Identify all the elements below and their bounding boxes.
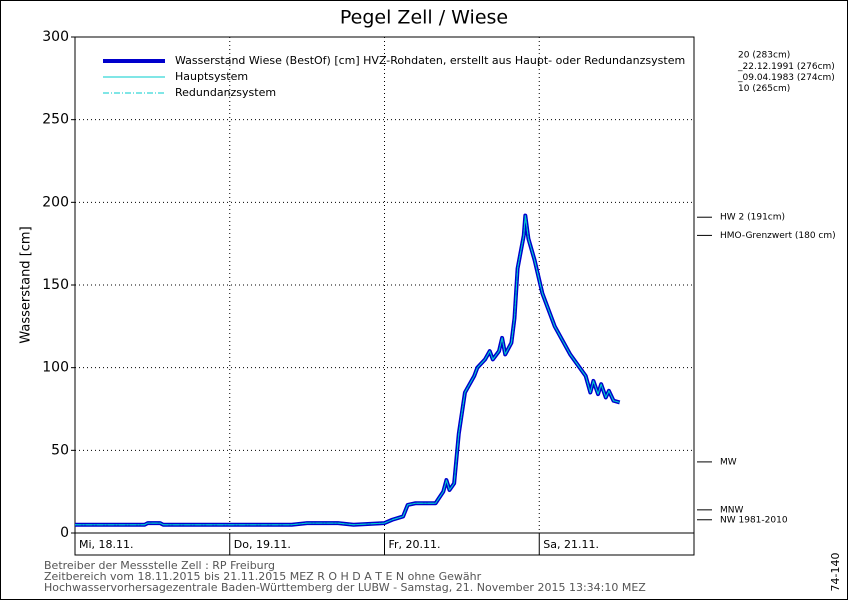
footer-text: Betreiber der Messstelle Zell : RP Freib… <box>44 559 275 572</box>
legend-label: Hauptsystem <box>175 70 248 83</box>
y-tick-label: 150 <box>42 277 69 293</box>
x-tick-label: Do, 19.11. <box>234 538 291 551</box>
code-label: 74-140 <box>829 553 842 592</box>
y-tick-label: 200 <box>42 194 69 210</box>
annotation-label: HW 2 (191cm) <box>720 213 785 223</box>
footer-text: Zeitbereich vom 18.11.2015 bis 21.11.201… <box>44 570 482 583</box>
annotation-label: NW 1981-2010 <box>720 515 788 525</box>
annotation-label: _22.12.1991 (276cm) <box>737 62 835 72</box>
annotation-label: 10 (265cm) <box>738 84 790 94</box>
y-tick-label: 0 <box>60 525 69 541</box>
y-tick-label: 100 <box>42 360 69 376</box>
legend-label: Redundanzsystem <box>175 86 276 99</box>
y-tick-label: 300 <box>42 29 69 45</box>
x-tick-label: Sa, 21.11. <box>543 538 599 551</box>
x-tick-label: Fr, 20.11. <box>389 538 441 551</box>
annotation-label: _09.04.1983 (274cm) <box>737 73 835 83</box>
series-line <box>75 215 620 526</box>
y-tick-label: 50 <box>51 442 69 458</box>
legend-label: Wasserstand Wiese (BestOf) [cm] HVZ-Rohd… <box>175 54 685 67</box>
chart-title: Pegel Zell / Wiese <box>340 7 508 29</box>
y-axis-label: Wasserstand [cm] <box>19 226 34 343</box>
y-tick-label: 250 <box>42 112 69 128</box>
x-tick-label: Mi, 18.11. <box>79 538 134 551</box>
annotation-label: MNW <box>720 505 743 515</box>
footer-text: Hochwasservorhersagezentrale Baden-Württ… <box>44 581 646 594</box>
annotation-label: MW <box>720 457 737 467</box>
annotation-label: 20 (283cm) <box>738 51 790 61</box>
annotation-label: HMO-Grenzwert (180 cm) <box>720 231 836 241</box>
